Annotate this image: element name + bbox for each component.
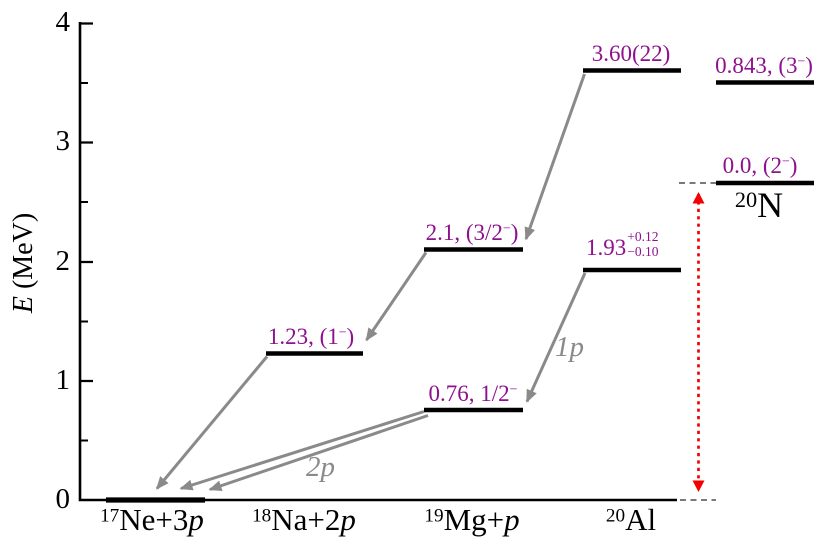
- level-label-20n-ground: 0.0, (2−): [723, 153, 798, 179]
- y-tick-label-4: 4: [55, 6, 71, 38]
- level-label-20n-0p843: 0.843, (3−): [715, 53, 813, 79]
- mass-number: 19: [424, 505, 444, 527]
- x-label-20al: 20Al: [606, 502, 656, 538]
- decay-arrow-3p60-to-2p1: [524, 73, 586, 241]
- decay-arrow-2p1-to-1p23: [365, 251, 428, 342]
- nucleus-label-20n: 20N: [735, 184, 783, 226]
- element-symbol: Mg+: [443, 502, 505, 537]
- emission-label-2p: 2p: [306, 451, 335, 484]
- mass-number: 20: [605, 505, 626, 527]
- level-label-18na-1p23: 1.23, (1−): [268, 324, 354, 350]
- level-energy-text-close: ): [789, 153, 798, 178]
- y-major-ticks: [80, 22, 93, 383]
- element-symbol: Ne+3: [119, 502, 189, 537]
- level-energy-text: 2.1, (3/2: [425, 220, 503, 245]
- uncertainty-stack: +0.12 −0.10: [627, 229, 659, 260]
- decay-arrow-1p23-to-ground: [155, 355, 269, 490]
- parity-superscript: −: [781, 153, 790, 169]
- parity-superscript: −: [338, 324, 347, 340]
- y-axis-title-symbol: E: [8, 296, 39, 314]
- x-label-17ne-3p: 17Ne+3p: [100, 502, 204, 538]
- element-symbol: N: [757, 185, 784, 225]
- element-symbol: Al: [625, 502, 657, 537]
- level-label-20al-3p60: 3.60(22): [592, 41, 671, 67]
- y-axis-title: E (MeV): [8, 198, 44, 328]
- y-axis-title-unit: (MeV): [8, 212, 39, 297]
- level-label-19mg-2p1: 2.1, (3/2−): [426, 220, 519, 246]
- y-tick-label-2: 2: [55, 245, 71, 277]
- level-energy-text-close: ): [346, 324, 355, 349]
- level-label-20al-1p93: 1.93 +0.12 −0.10: [586, 229, 659, 263]
- parity-superscript: −: [509, 381, 518, 397]
- decay-arrow-0p76-to-ground-b: [208, 414, 429, 492]
- proton-symbol: p: [188, 502, 204, 537]
- y-tick-label-1: 1: [55, 364, 71, 396]
- uncertainty-plus: +0.12: [627, 229, 659, 244]
- proton-symbol: p: [340, 502, 356, 537]
- element-symbol: Na+2: [271, 502, 341, 537]
- emission-label-text: 2p: [306, 451, 335, 483]
- level-energy-text-close: ): [805, 53, 813, 78]
- y-tick-label-0: 0: [55, 483, 71, 515]
- decay-arrow-1p93-to-0p76: [525, 272, 587, 403]
- level-energy-text-close: ): [510, 220, 519, 245]
- level-energy-text: 1.93: [586, 234, 627, 260]
- level-energy-text: 3.60(22): [591, 41, 671, 66]
- y-minor-ticks: [80, 82, 88, 442]
- level-label-19mg-0p76: 0.76, 1/2−: [429, 381, 518, 407]
- uncertainty-minus: −0.10: [627, 243, 659, 259]
- mass-number: 20: [734, 186, 758, 212]
- level-energy-text: 0.843, (3: [715, 53, 798, 78]
- level-energy-text: 1.23, (1: [267, 324, 339, 349]
- emission-label-1p: 1p: [555, 331, 584, 364]
- y-tick-label-3: 3: [55, 125, 71, 157]
- proton-symbol: p: [504, 502, 520, 537]
- level-energy-text: 0.0, (2: [722, 153, 782, 178]
- mass-number: 18: [252, 505, 272, 527]
- x-label-18na-2p: 18Na+2p: [252, 502, 356, 538]
- level-energy-text: 0.76, 1/2: [428, 381, 510, 406]
- decay-arrow-0p76-to-ground-a: [179, 410, 425, 491]
- mass-number: 17: [100, 505, 120, 527]
- emission-label-text: 1p: [555, 331, 584, 363]
- axis-frame: [78, 22, 677, 502]
- parity-superscript: −: [502, 220, 511, 236]
- x-label-19mg-p: 19Mg+p: [424, 502, 519, 538]
- parity-superscript: −: [797, 53, 806, 69]
